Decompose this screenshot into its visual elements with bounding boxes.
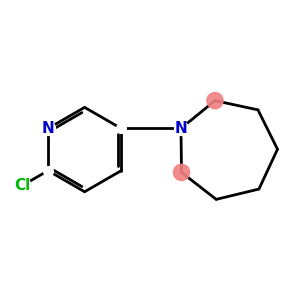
Text: Cl: Cl — [14, 178, 31, 193]
Circle shape — [207, 92, 223, 109]
Text: N: N — [42, 121, 55, 136]
Circle shape — [173, 164, 190, 181]
Text: N: N — [175, 121, 187, 136]
